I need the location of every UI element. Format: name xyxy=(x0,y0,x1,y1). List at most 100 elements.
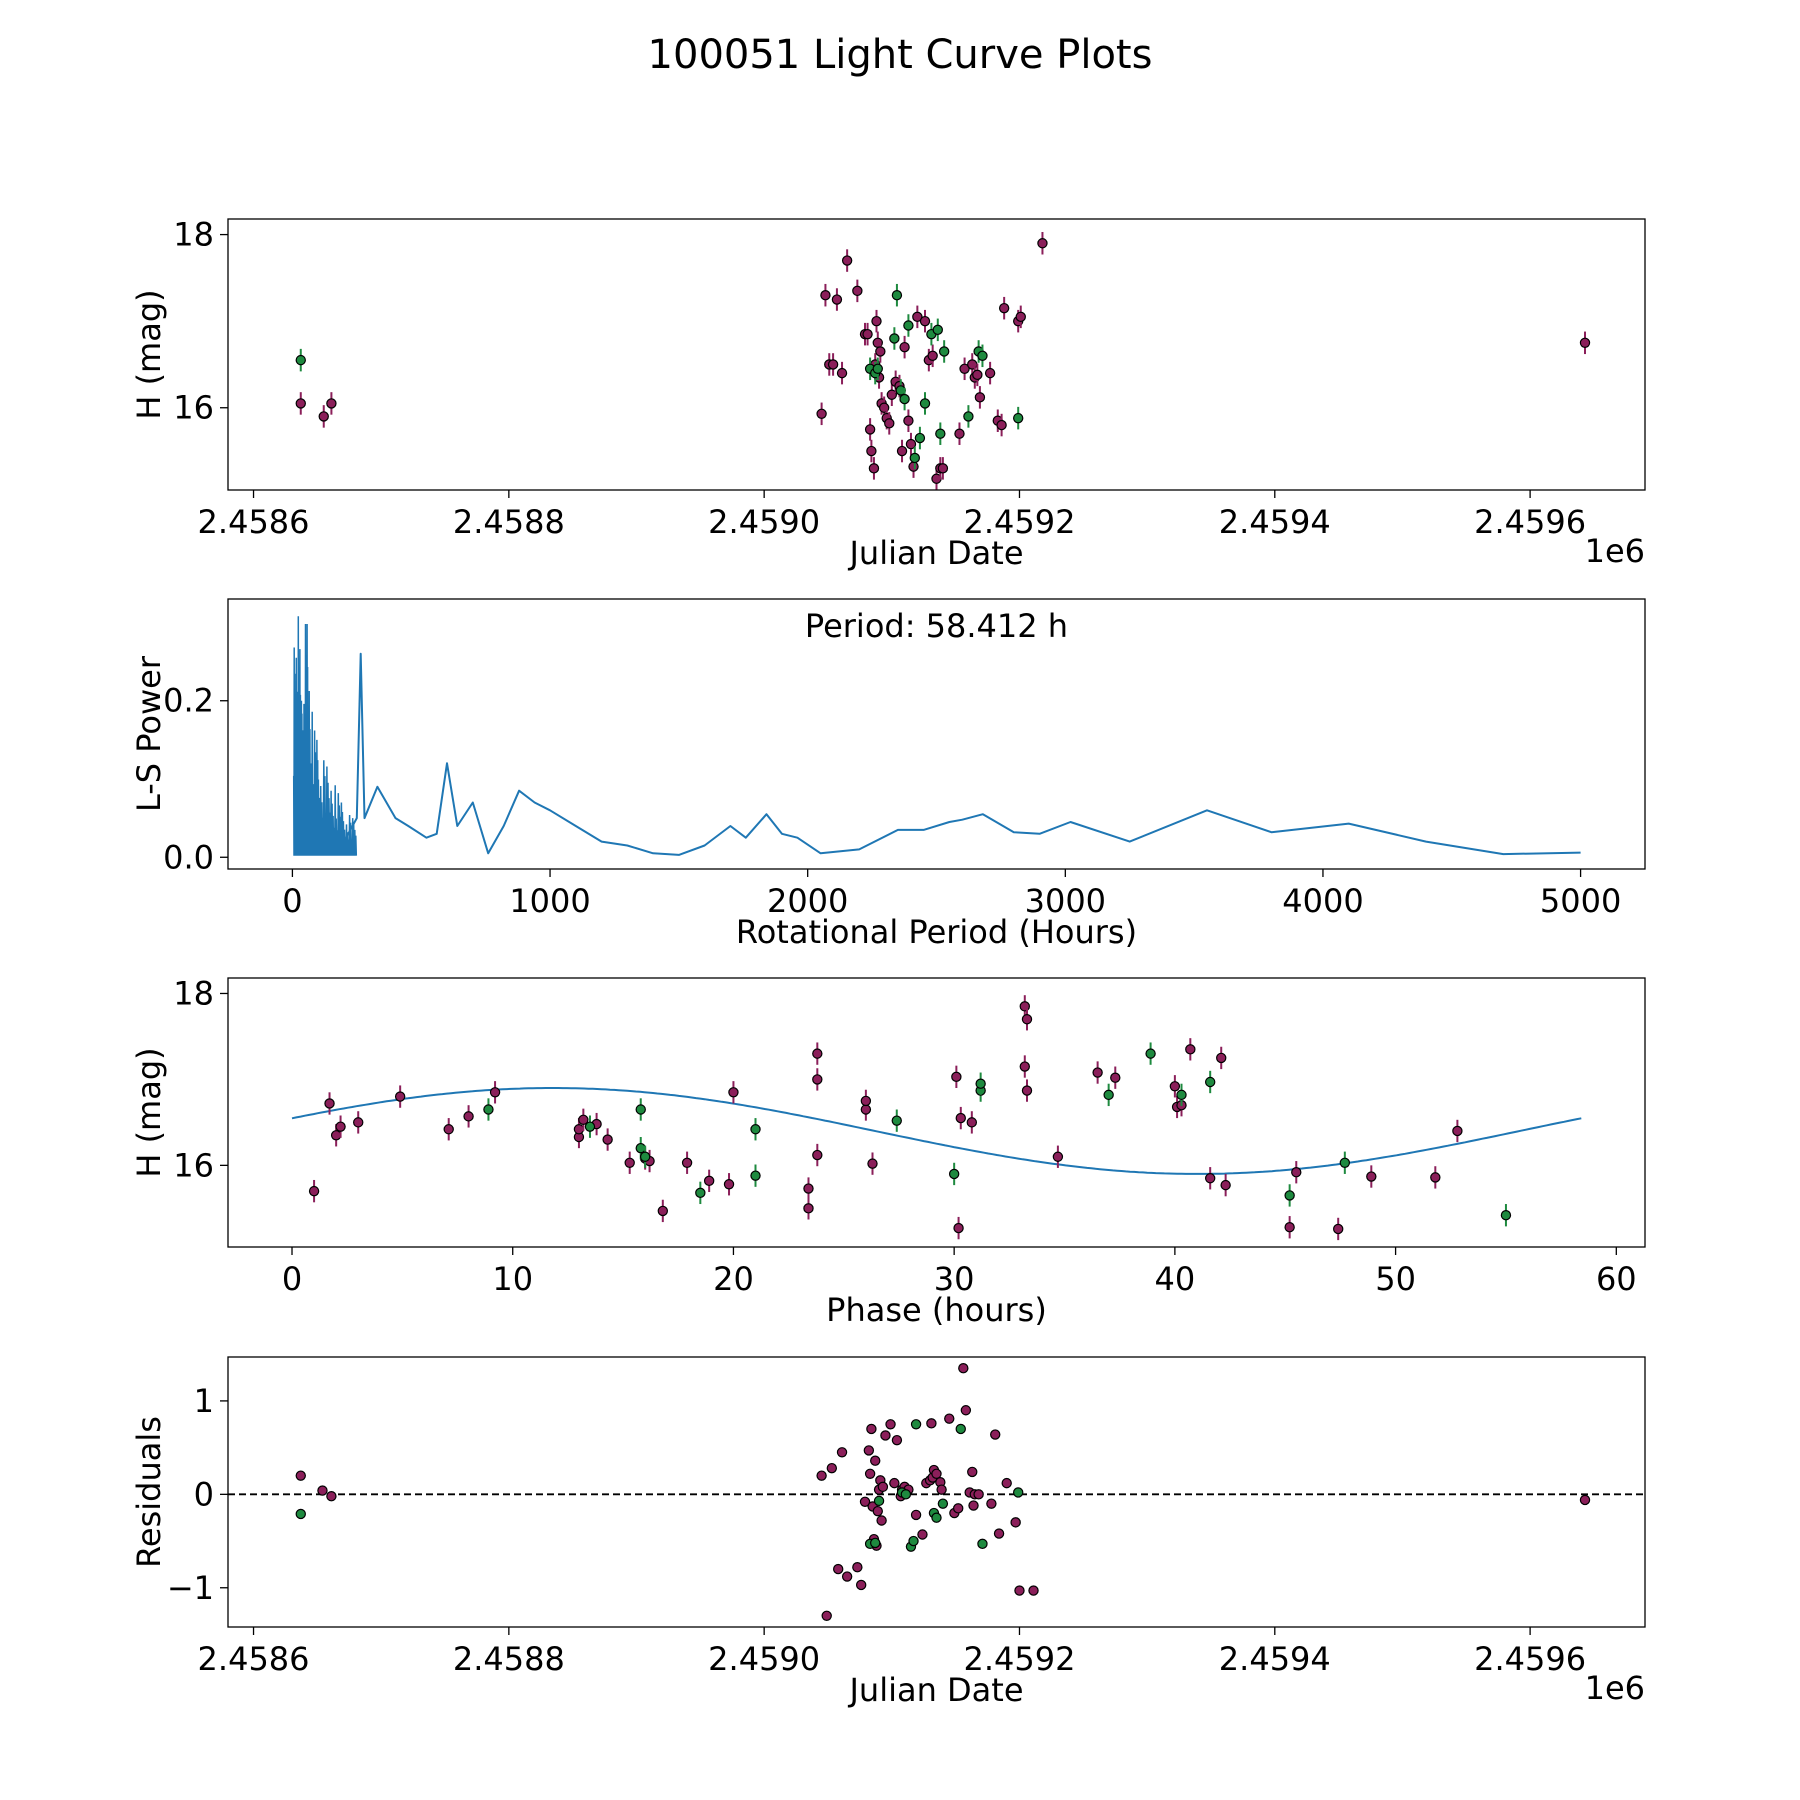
data-point-purple xyxy=(877,1481,889,1493)
data-point-purple xyxy=(870,1455,881,1466)
data-point-purple xyxy=(912,311,923,323)
panel-phase_folded: 0 10 20 30 40 50 60 16 18 Phase (hours) H (mag) xyxy=(130,974,1646,1329)
panel-residuals: 2.4586 2.4588 2.4590 2.4592 2.4594 2.4596 −1 0 1… xyxy=(130,1356,1646,1709)
data-point-purple xyxy=(968,1500,979,1511)
data-point-purple xyxy=(1220,1179,1231,1191)
data-point-green xyxy=(900,1489,912,1500)
data-point-purple xyxy=(886,389,898,400)
x-tick-label: 2.4594 xyxy=(1219,503,1331,541)
x-tick-label: 30 xyxy=(934,1260,975,1298)
data-point-purple xyxy=(1010,1517,1021,1528)
phase_folded-xlabel: Phase (hours) xyxy=(826,1291,1047,1329)
data-point-purple xyxy=(803,1203,814,1214)
data-point-purple xyxy=(803,1183,814,1194)
data-point-green xyxy=(935,428,946,439)
data-point-green xyxy=(937,1498,949,1509)
data-point-purple xyxy=(852,285,863,297)
data-point-green xyxy=(931,1512,942,1523)
data-point-purple xyxy=(1019,1061,1030,1072)
data-point-purple xyxy=(816,408,827,420)
data-point-purple xyxy=(1430,1172,1441,1183)
data-point-purple xyxy=(681,1157,693,1168)
data-point-purple xyxy=(936,1484,947,1495)
data-point-purple xyxy=(871,315,882,327)
panels: 2.4586 2.4588 2.4590 2.4592 2.4594 2.4596 16 18… xyxy=(130,216,1646,1709)
data-point-purple xyxy=(308,1185,320,1197)
data-point-purple xyxy=(960,1405,972,1416)
data-point-purple xyxy=(394,1091,406,1102)
data-point-purple xyxy=(862,328,873,340)
light_curve-xlabel: Julian Date xyxy=(847,534,1023,572)
data-point-purple xyxy=(1052,1151,1064,1162)
panel-periodogram: 0 1000 2000 3000 4000 5000 0.0 0.2 Rotational Pe… xyxy=(130,598,1646,951)
residuals-frame xyxy=(227,1356,1646,1628)
data-point-purple xyxy=(996,419,1007,431)
phase_folded-frame xyxy=(227,977,1646,1248)
data-point-green xyxy=(750,1124,761,1135)
periodogram-xlabel: Rotational Period (Hours) xyxy=(736,913,1137,951)
x-tick-label: 2.4588 xyxy=(453,503,565,541)
data-point-purple xyxy=(841,255,853,266)
data-point-purple xyxy=(953,1222,964,1234)
data-point-green xyxy=(899,393,910,405)
periodogram-data xyxy=(292,616,1581,856)
residuals-xlabel: Julian Date xyxy=(847,1671,1023,1709)
residuals-data xyxy=(228,1363,1645,1621)
periodogram-line xyxy=(343,652,1581,856)
data-point-green xyxy=(903,320,914,331)
data-point-purple xyxy=(295,1470,306,1481)
data-point-purple xyxy=(1333,1223,1344,1235)
data-point-purple xyxy=(728,1087,739,1098)
data-point-purple xyxy=(489,1087,501,1098)
data-point-green xyxy=(955,1423,966,1435)
data-point-purple xyxy=(1021,1014,1033,1025)
data-point-purple xyxy=(827,359,839,370)
phase_folded-ylabel: H (mag) xyxy=(130,1047,168,1177)
data-point-purple xyxy=(872,1505,883,1517)
data-point-purple xyxy=(318,411,329,422)
data-point-green xyxy=(1013,412,1024,424)
data-point-green xyxy=(914,432,926,444)
x-tick-label: 20 xyxy=(713,1260,754,1298)
data-point-purple xyxy=(1092,1067,1103,1078)
y-tick-label: 16 xyxy=(173,389,214,427)
data-point-purple xyxy=(816,1470,827,1481)
phase_folded-data xyxy=(291,995,1582,1241)
data-point-purple xyxy=(1579,1494,1591,1506)
data-point-purple xyxy=(866,445,877,457)
data-point-green xyxy=(963,411,974,422)
data-point-purple xyxy=(821,1610,832,1621)
data-point-purple xyxy=(864,424,876,435)
data-point-purple xyxy=(972,369,983,381)
data-point-purple xyxy=(1169,1081,1181,1092)
y-tick-label: 0.0 xyxy=(163,838,214,876)
panel-light_curve: 2.4586 2.4588 2.4590 2.4592 2.4594 2.4596 16 18… xyxy=(130,216,1646,572)
period-annotation: Period: 58.412 h xyxy=(805,607,1068,645)
data-point-purple xyxy=(880,1430,891,1441)
data-point-purple xyxy=(820,289,831,301)
data-point-purple xyxy=(899,341,910,353)
data-point-green xyxy=(295,1508,306,1520)
light_curve-frame xyxy=(227,218,1646,491)
periodogram-dense xyxy=(292,616,358,856)
data-point-purple xyxy=(812,1048,823,1059)
data-point-purple xyxy=(959,363,970,374)
light_curve-x-offset-label: 1e6 xyxy=(1585,532,1645,570)
x-tick-label: 2.4586 xyxy=(198,503,310,541)
data-point-purple xyxy=(954,428,965,439)
data-point-purple xyxy=(884,418,895,429)
data-point-green xyxy=(639,1151,651,1162)
data-point-purple xyxy=(944,1413,955,1424)
data-point-purple xyxy=(927,350,938,361)
data-point-green xyxy=(919,398,931,409)
data-point-purple xyxy=(868,463,880,474)
data-point-green xyxy=(909,452,920,464)
y-tick-label: 1 xyxy=(194,1382,214,1420)
data-point-purple xyxy=(974,392,986,403)
data-point-purple xyxy=(1204,1173,1216,1184)
y-tick-label: 16 xyxy=(173,1146,214,1184)
data-point-purple xyxy=(624,1157,635,1168)
light_curve-ylabel: H (mag) xyxy=(130,289,168,419)
data-point-green xyxy=(584,1121,596,1132)
data-point-purple xyxy=(317,1485,328,1496)
